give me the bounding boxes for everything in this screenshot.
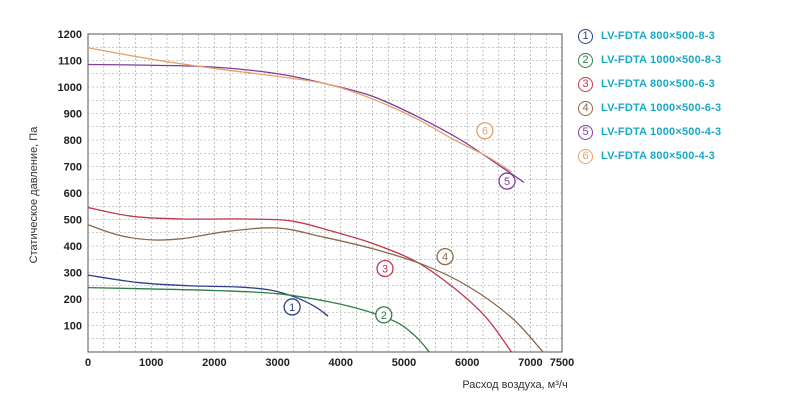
curve-marker-5: [498, 172, 516, 190]
series-line-6: [87, 47, 512, 173]
x-axis-label: Расход воздуха, м³/ч: [462, 379, 567, 391]
y-tick-label: 600: [64, 188, 82, 200]
curve-marker-6: [476, 122, 494, 140]
legend-label: LV-FDTA 800×500-8-3: [601, 30, 715, 42]
legend-item: 6 LV-FDTA 800×500-4-3: [578, 144, 783, 168]
series-line-1: [87, 274, 329, 317]
curve-marker-2: [375, 306, 393, 324]
legend-marker: 1: [578, 28, 593, 44]
x-tick-label: 1000: [139, 357, 163, 369]
curve-marker-label-1: 1: [289, 302, 295, 314]
legend-marker: 4: [578, 100, 593, 116]
y-tick-label: 300: [64, 268, 82, 280]
curve-marker-label-5: 5: [504, 176, 510, 188]
curve-marker-label-6: 6: [482, 126, 488, 138]
y-tick-label: 400: [64, 241, 82, 253]
legend-label: LV-FDTA 1000×500-4-3: [601, 126, 722, 138]
curve-marker-label-2: 2: [381, 310, 387, 322]
y-tick-label: 1200: [58, 29, 82, 41]
legend-label: LV-FDTA 800×500-4-3: [601, 150, 715, 162]
y-tick-label: 800: [64, 135, 82, 147]
series-line-3: [87, 206, 512, 353]
legend-item: 4 LV-FDTA 1000×500-6-3: [578, 96, 783, 120]
curve-marker-label-3: 3: [382, 264, 388, 276]
x-tick-label: 0: [85, 357, 91, 369]
curve-marker-label-4: 4: [442, 252, 448, 264]
y-tick-label: 1000: [58, 82, 82, 94]
curve-markers: 1 2 3 4 5 6: [283, 122, 516, 324]
legend-marker: 3: [578, 76, 593, 92]
tick-labels: 0 1000 2000 3000 4000 5000 6000 7000 7500 100 200 3…: [58, 29, 575, 369]
x-tick-label: 7500: [550, 357, 574, 369]
grid: [87, 33, 563, 353]
x-tick-label: 7000: [518, 357, 542, 369]
series-layer: [87, 47, 544, 353]
legend-marker: 5: [578, 124, 593, 140]
legend-label: LV-FDTA 1000×500-8-3: [601, 54, 722, 66]
y-tick-label: 100: [64, 321, 82, 333]
y-tick-label: 1100: [58, 56, 82, 68]
legend-label: LV-FDTA 800×500-6-3: [601, 78, 715, 90]
y-tick-label: 200: [64, 294, 82, 306]
legend: 1 LV-FDTA 800×500-8-3 2 LV-FDTA 1000×500-8-…: [578, 24, 783, 168]
x-tick-label: 5000: [392, 357, 416, 369]
x-tick-label: 6000: [455, 357, 479, 369]
x-tick-label: 4000: [329, 357, 353, 369]
series-line-2: [87, 286, 430, 353]
curve-marker-3: [376, 259, 394, 278]
curve-marker-4: [436, 247, 454, 266]
legend-item: 1 LV-FDTA 800×500-8-3: [578, 24, 783, 48]
y-tick-label: 500: [64, 215, 82, 227]
legend-marker: 2: [578, 52, 593, 68]
y-axis-label: Статическое давление, Па: [28, 126, 40, 264]
legend-item: 3 LV-FDTA 800×500-6-3: [578, 72, 783, 96]
y-tick-label: 900: [64, 109, 82, 121]
y-tick-label: 700: [64, 162, 82, 174]
legend-item: 2 LV-FDTA 1000×500-8-3: [578, 48, 783, 72]
legend-item: 5 LV-FDTA 1000×500-4-3: [578, 120, 783, 144]
legend-label: LV-FDTA 1000×500-6-3: [601, 102, 722, 114]
x-tick-label: 2000: [202, 357, 226, 369]
x-tick-label: 3000: [265, 357, 289, 369]
curve-marker-1: [283, 298, 301, 316]
series-line-4: [87, 224, 544, 353]
legend-marker: 6: [578, 148, 593, 164]
